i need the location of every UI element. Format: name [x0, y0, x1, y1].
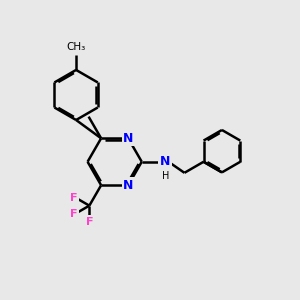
Text: N: N [123, 132, 134, 145]
Text: N: N [123, 179, 134, 192]
Text: F: F [70, 209, 78, 219]
Text: H: H [162, 171, 169, 181]
Text: N: N [160, 155, 170, 168]
Text: CH₃: CH₃ [67, 42, 86, 52]
Text: F: F [85, 217, 93, 227]
Text: F: F [70, 193, 78, 202]
